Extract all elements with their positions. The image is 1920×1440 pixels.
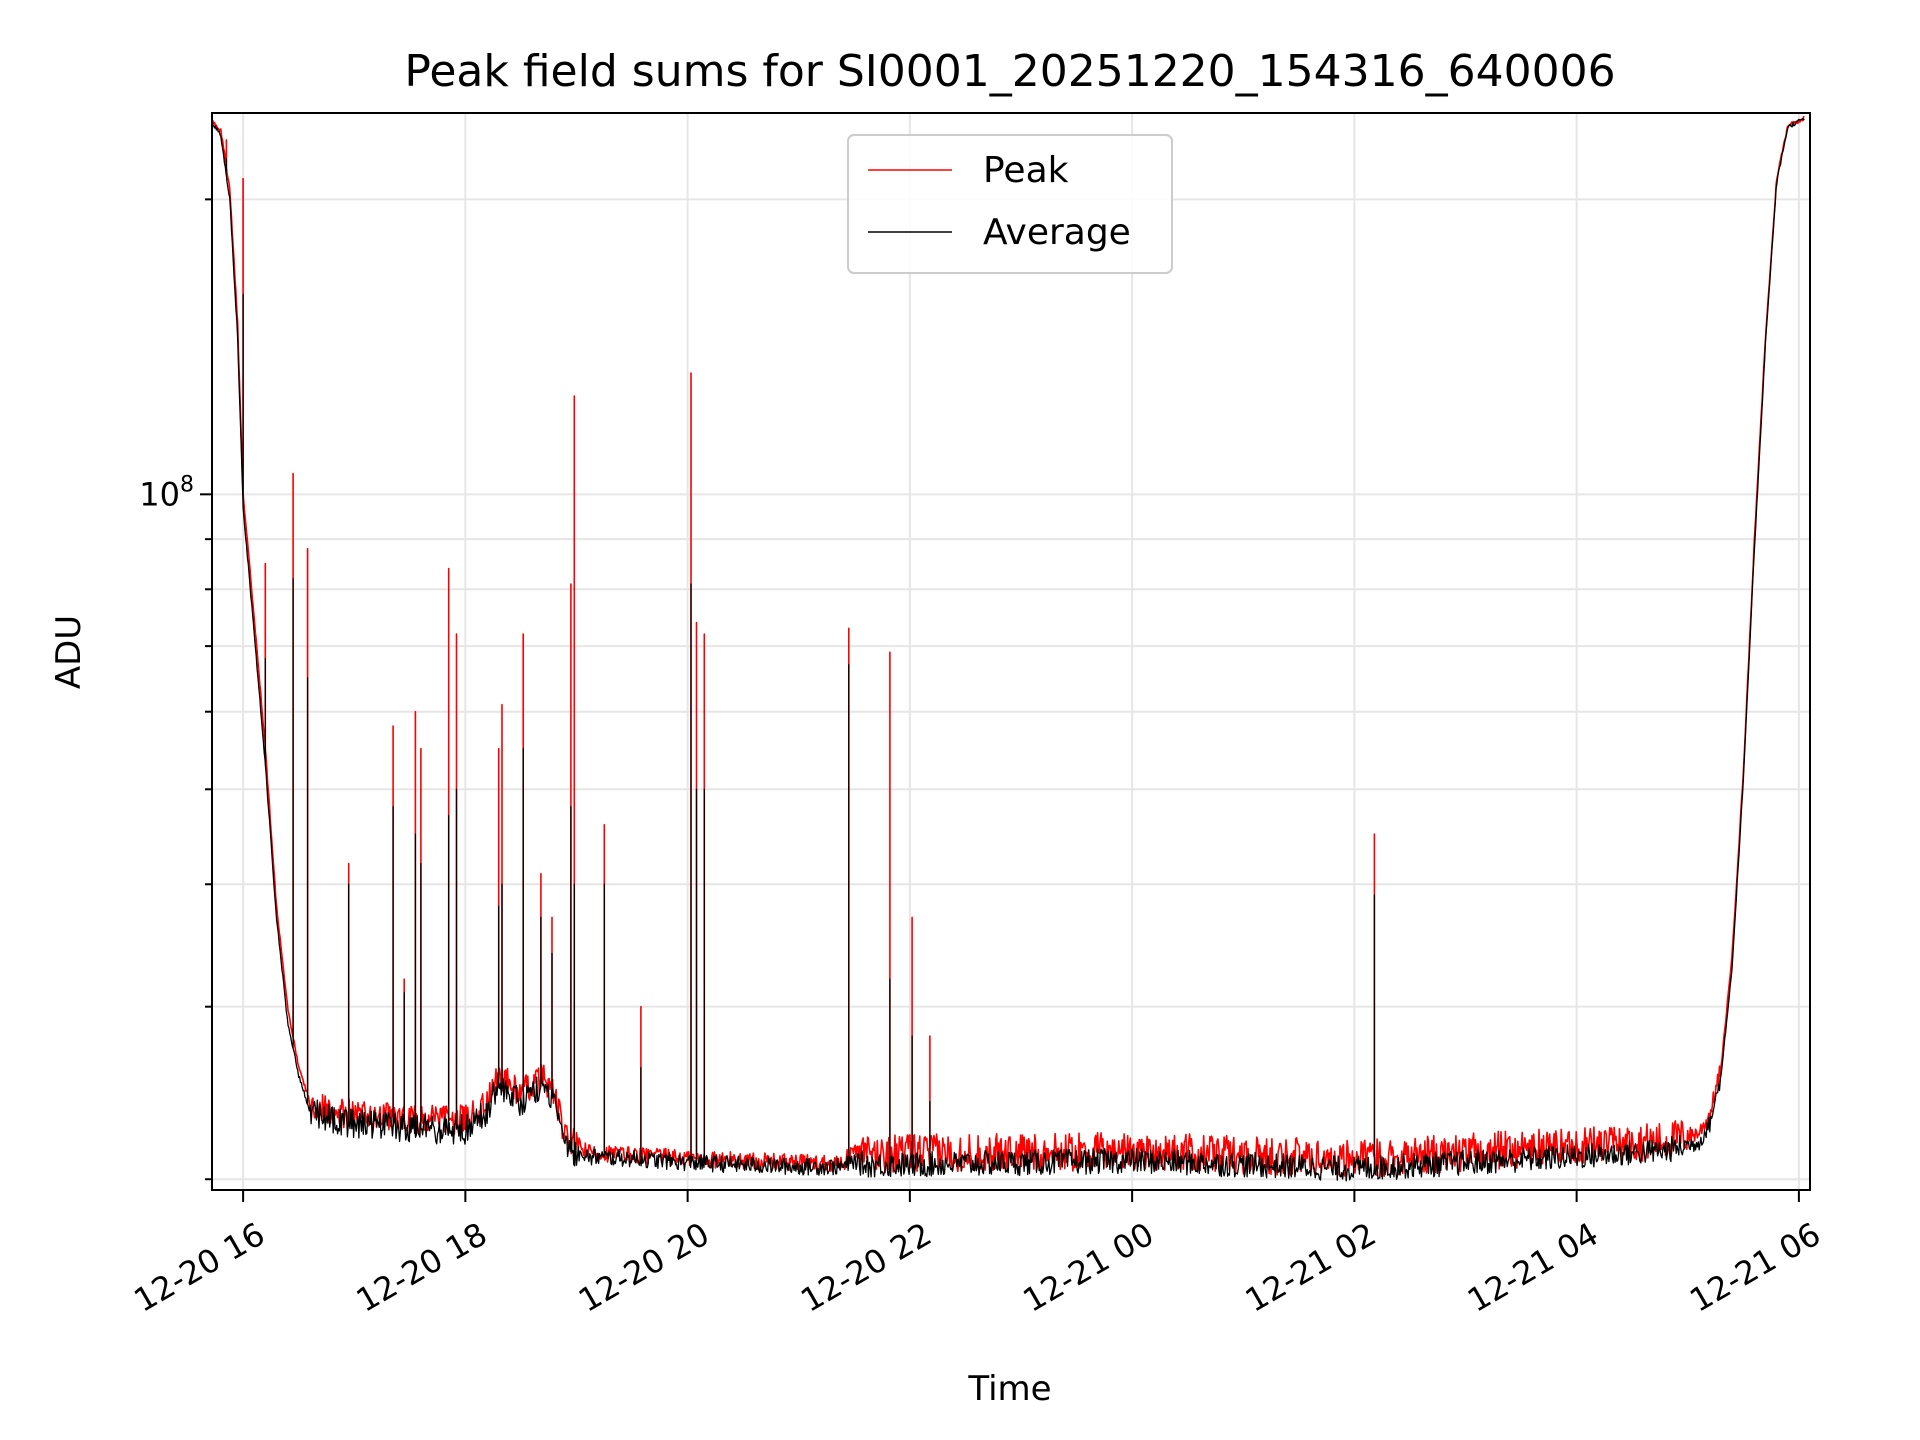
grid-layer — [212, 113, 1810, 1190]
y-axis-label: ADU — [49, 615, 89, 689]
y-tick-label: 108 — [139, 472, 194, 513]
legend-label-average: Average — [983, 212, 1131, 253]
legend-label-peak: Peak — [983, 150, 1069, 191]
chart-title: Peak field sums for SI0001_20251220_1543… — [404, 46, 1615, 97]
series-layer — [212, 116, 1805, 1182]
legend: Peak Average — [847, 134, 1173, 274]
x-axis-label: Time — [967, 1369, 1051, 1409]
series-line-average — [212, 117, 1805, 1182]
plot-frame — [211, 112, 1811, 1191]
